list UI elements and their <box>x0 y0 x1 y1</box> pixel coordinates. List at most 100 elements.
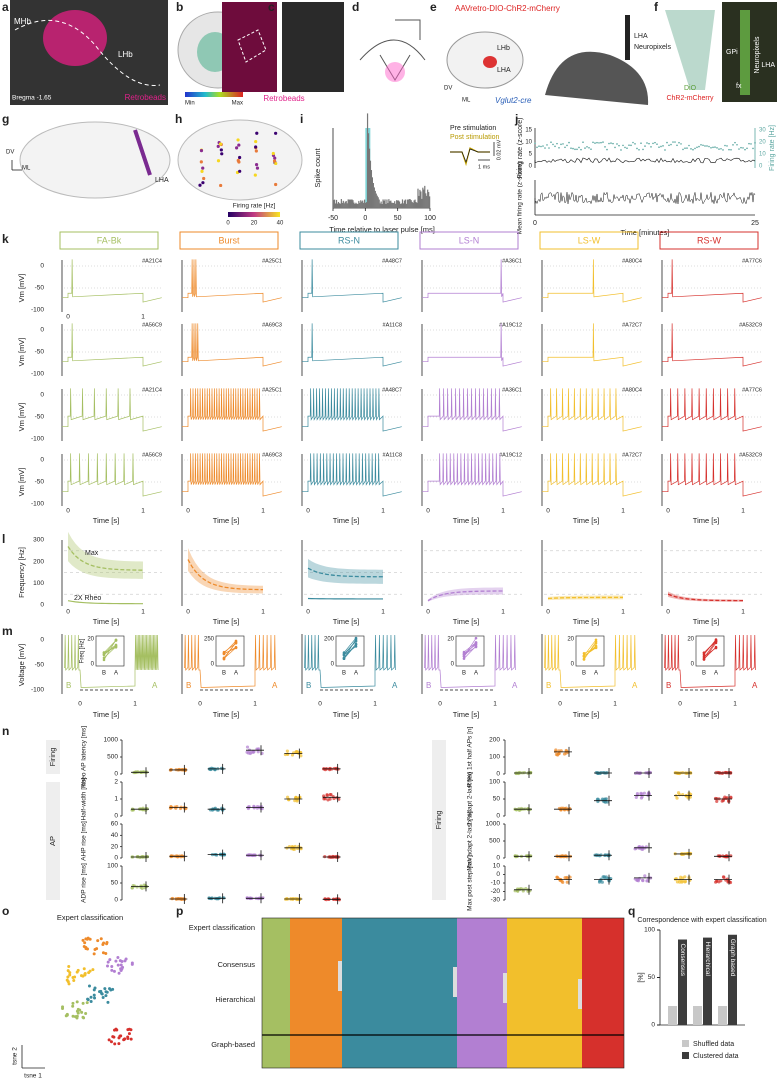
cell-dot <box>635 796 638 799</box>
label: 0 <box>546 609 550 616</box>
rate-dot <box>750 143 752 145</box>
rate-dot <box>738 148 740 150</box>
label: Vm [mV] <box>17 403 26 432</box>
rate-dot <box>550 141 552 143</box>
rate-dot <box>580 149 582 151</box>
inset-dot <box>703 655 706 658</box>
tsne-dot <box>93 996 96 999</box>
cell-id: #A48C7 <box>382 387 402 393</box>
tsne-dot <box>75 1017 78 1020</box>
tsne-dot <box>118 972 121 975</box>
cell-id: #A19C12 <box>499 452 522 458</box>
tsne-dot <box>66 979 69 982</box>
label: A <box>714 671 718 677</box>
label: Min <box>185 101 195 107</box>
rate-dot <box>730 149 732 151</box>
sd-band <box>188 548 263 593</box>
y-tick-label: 50 <box>648 974 656 981</box>
cell-dot <box>641 879 644 882</box>
rate-dot <box>706 145 708 147</box>
cell-dot <box>515 808 518 811</box>
unit-dot <box>254 145 257 148</box>
label: Time [s] <box>333 710 359 719</box>
tsne-dot <box>91 968 94 971</box>
label: 1 <box>373 701 377 708</box>
cluster-block <box>262 918 290 1068</box>
rate-dot <box>594 142 596 144</box>
unit-dot <box>236 138 239 141</box>
image-c1 <box>222 2 277 92</box>
rate-dot <box>682 149 684 151</box>
unit-dot <box>274 132 277 135</box>
label: Max <box>85 550 99 557</box>
cluster-block <box>290 918 342 1068</box>
label: Time [s] <box>693 617 719 626</box>
label: A <box>512 681 518 690</box>
label: 15 <box>525 128 532 134</box>
unit-dot <box>254 174 257 177</box>
hist-bar <box>429 196 430 208</box>
label: A <box>392 681 398 690</box>
label: 0 <box>496 771 500 778</box>
rate-dot <box>696 146 698 148</box>
inset-dot <box>223 653 226 656</box>
tsne-dot <box>83 967 86 970</box>
tsne-dot <box>102 996 105 999</box>
label: Vm [mV] <box>17 338 26 367</box>
tsne-dot <box>102 941 105 944</box>
cell-dot <box>722 876 725 879</box>
label: 1000 <box>104 737 119 744</box>
legend-swatch <box>682 1040 689 1047</box>
tsne-dot <box>125 958 128 961</box>
label: 10 <box>759 152 766 158</box>
cell-id: #A532C9 <box>739 322 762 328</box>
inset <box>96 636 124 666</box>
label: Retrobeads <box>125 93 166 102</box>
tsne-dot <box>90 1000 93 1003</box>
unit-dot <box>217 145 220 148</box>
rate-dot <box>746 147 748 149</box>
label: Firing <box>434 811 443 830</box>
tsne-dot <box>128 1032 131 1035</box>
label: -50 <box>35 414 45 421</box>
cell-dot <box>598 880 601 883</box>
label: 0 <box>558 701 562 708</box>
label: B <box>426 681 431 690</box>
tsne-dot <box>90 996 93 999</box>
cell-id: #A77C6 <box>742 258 762 264</box>
tsne-dot <box>117 1036 120 1039</box>
inset-dot <box>583 655 586 658</box>
cell-dot <box>326 794 329 797</box>
cell-dot <box>296 799 299 802</box>
label: 20 <box>251 221 258 227</box>
rate-dot <box>692 149 694 151</box>
label: Time [s] <box>93 710 119 719</box>
brain-h <box>178 120 302 200</box>
bar <box>718 1006 727 1025</box>
label: 60 <box>111 821 119 828</box>
label: 1 <box>621 508 625 515</box>
type-label: RS-N <box>338 235 360 245</box>
label: 0 <box>331 662 335 668</box>
unit-dot <box>238 170 241 173</box>
cell-dot <box>643 874 646 877</box>
tsne-dot <box>112 1036 115 1039</box>
rate-dot <box>650 146 652 148</box>
label: 0 <box>40 637 44 644</box>
cell-dot <box>645 879 648 882</box>
cell-dot <box>296 750 299 753</box>
label: 0 <box>40 602 44 609</box>
cell-dot <box>725 855 728 858</box>
inset-dot <box>463 657 466 660</box>
label: B <box>666 681 671 690</box>
unit-dot <box>202 177 205 180</box>
label: Time [s] <box>333 617 359 626</box>
label: 0 <box>533 220 537 227</box>
label: 100 <box>107 863 118 870</box>
panel-letter: b <box>176 0 183 14</box>
label: 1 <box>261 508 265 515</box>
cell-dot <box>724 879 727 882</box>
cell-dot <box>134 770 137 773</box>
rate-dot <box>576 148 578 150</box>
tsne-dot <box>83 945 86 948</box>
